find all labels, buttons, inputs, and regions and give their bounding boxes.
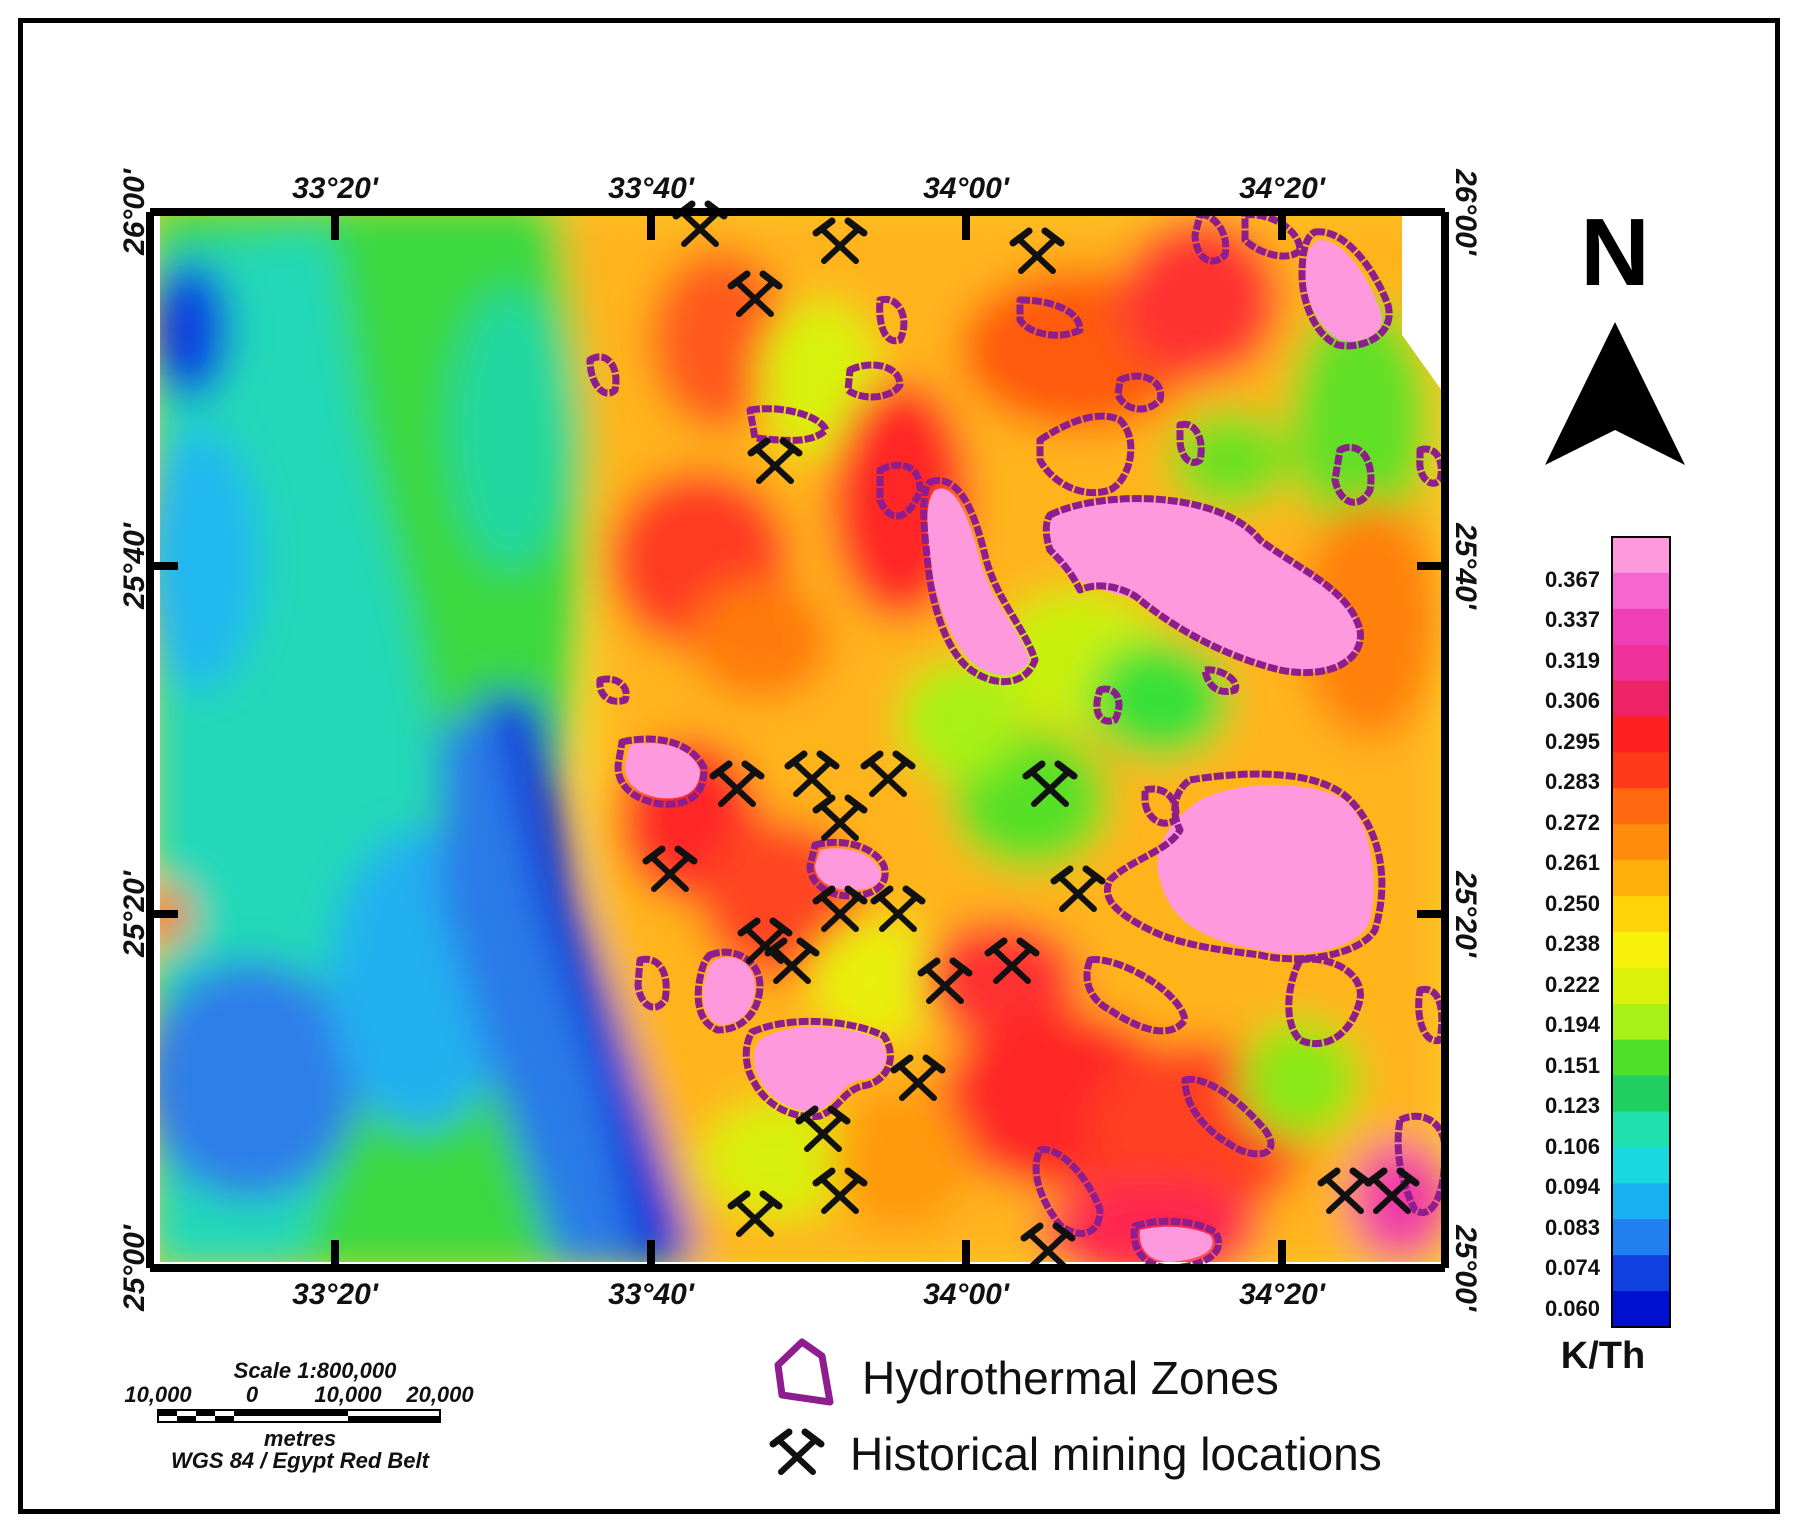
lon-label: 33°40': [608, 172, 695, 205]
lon-label: 34°20': [1239, 1278, 1326, 1311]
colorbar-swatch: [1612, 1039, 1670, 1077]
colorbar-swatch: [1612, 1183, 1670, 1220]
colorbar-value: 0.250: [1545, 891, 1600, 916]
scale-label: 10,000: [124, 1382, 192, 1407]
colorbar: 0.367 0.337 0.319 0.306 0.295 0.283 0.27…: [1545, 536, 1671, 1377]
lat-label: 25°00': [1449, 1224, 1482, 1312]
colorbar-value: 0.295: [1545, 729, 1600, 754]
hydrothermal-zones-label: Hydrothermal Zones: [862, 1352, 1279, 1404]
colorbar-value: 0.060: [1545, 1296, 1600, 1321]
lon-label: 34°00': [923, 172, 1010, 205]
hydrothermal-zone-swatch-icon: [774, 1338, 834, 1406]
scale-label: 0: [246, 1382, 259, 1407]
map-frame: [18, 18, 1780, 1514]
colorbar-swatch: [1612, 716, 1670, 754]
colorbar-value: 0.094: [1545, 1174, 1601, 1199]
colorbar-swatch: [1612, 1147, 1670, 1184]
colorbar-value: 0.306: [1545, 688, 1600, 713]
colorbar-value: 0.151: [1545, 1053, 1600, 1078]
map-legend: Hydrothermal Zones Historical mining loc…: [773, 1338, 1382, 1480]
colorbar-value: 0.222: [1545, 972, 1600, 997]
north-arrow: N: [1545, 199, 1685, 465]
scale-label: 10,000: [314, 1382, 382, 1407]
colorbar-value: 0.106: [1545, 1134, 1600, 1159]
scale-units: metres: [264, 1426, 336, 1451]
lon-label: 33°20': [292, 1278, 379, 1311]
lat-label: 25°00': [118, 1224, 151, 1312]
lon-label: 33°40': [608, 1278, 695, 1311]
colorbar-swatch: [1612, 1291, 1670, 1328]
latitude-labels-left: 26°00' 25°40' 25°20' 25°00': [118, 168, 151, 1312]
lat-label: 25°20': [118, 870, 151, 958]
colorbar-value: 0.074: [1545, 1255, 1601, 1280]
lat-label: 25°40': [118, 522, 151, 610]
mining-location-icon: [773, 1432, 821, 1472]
colorbar-swatch: [1612, 932, 1670, 969]
lat-label: 26°00': [118, 168, 151, 256]
lat-label: 25°40': [1449, 522, 1482, 610]
colorbar-value: 0.272: [1545, 810, 1600, 835]
colorbar-value: 0.319: [1545, 648, 1600, 673]
k-th-anomaly-raster: [160, 215, 1445, 1262]
colorbar-value: 0.238: [1545, 931, 1600, 956]
north-arrow-icon: [1545, 322, 1685, 465]
colorbar-swatch: [1612, 537, 1670, 574]
colorbar-value: 0.083: [1545, 1215, 1600, 1240]
colorbar-swatch: [1612, 860, 1670, 897]
colorbar-value: 0.283: [1545, 769, 1600, 794]
lat-label: 26°00': [1449, 168, 1482, 256]
colorbar-swatch: [1612, 1255, 1670, 1292]
north-label: N: [1580, 199, 1649, 306]
colorbar-value: 0.123: [1545, 1093, 1600, 1118]
scale-bar: Scale 1:800,000 10,000 0 10,000 20,000 m…: [124, 1358, 474, 1473]
colorbar-swatch: [1612, 896, 1670, 933]
colorbar-swatch: [1612, 788, 1670, 825]
latitude-labels-right: 26°00' 25°40' 25°20' 25°00': [1449, 168, 1482, 1312]
projection-label: WGS 84 / Egypt Red Belt: [171, 1448, 431, 1473]
lon-label: 34°20': [1239, 172, 1326, 205]
colorbar-value: 0.337: [1545, 607, 1600, 632]
colorbar-title: K/Th: [1561, 1335, 1645, 1377]
colorbar-swatch: [1612, 1111, 1670, 1149]
colorbar-swatch: [1612, 1075, 1670, 1113]
lon-label: 33°20': [292, 172, 379, 205]
colorbar-swatch: [1612, 967, 1670, 1005]
scale-title: Scale 1:800,000: [234, 1358, 397, 1383]
colorbar-swatch: [1612, 1219, 1670, 1256]
scale-bar-graphic: [157, 1409, 441, 1423]
hydrothermal-zone-outlines: [586, 211, 1449, 1272]
colorbar-swatch: [1612, 824, 1670, 861]
colorbar-swatch: [1612, 752, 1670, 789]
colorbar-swatch: [1612, 680, 1670, 718]
colorbar-swatch: [1612, 572, 1670, 610]
colorbar-value: 0.261: [1545, 850, 1600, 875]
colorbar-swatch: [1612, 1003, 1670, 1041]
scale-label: 20,000: [405, 1382, 474, 1407]
colorbar-value: 0.194: [1545, 1012, 1601, 1037]
mining-locations-label: Historical mining locations: [850, 1428, 1382, 1480]
colorbar-swatches: [1612, 537, 1670, 1328]
map-neatline: [146, 208, 1449, 1272]
colorbar-swatch: [1612, 608, 1670, 646]
colorbar-value: 0.367: [1545, 567, 1600, 592]
longitude-labels-bottom: 33°20' 33°40' 34°00' 34°20': [292, 1278, 1326, 1311]
lon-label: 34°00': [923, 1278, 1010, 1311]
colorbar-labels: 0.367 0.337 0.319 0.306 0.295 0.283 0.27…: [1545, 567, 1601, 1321]
longitude-labels-top: 33°20' 33°40' 34°00' 34°20': [292, 172, 1326, 205]
lat-label: 25°20': [1449, 870, 1482, 958]
colorbar-swatch: [1612, 644, 1670, 682]
